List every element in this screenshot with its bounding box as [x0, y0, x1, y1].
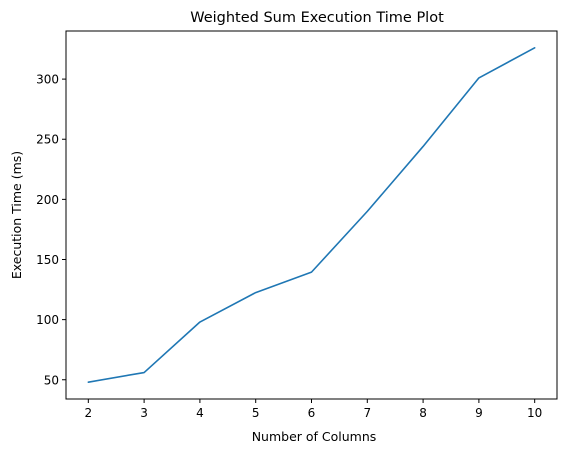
- y-tick-label: 150: [36, 253, 59, 267]
- x-tick-label: 4: [196, 406, 204, 420]
- y-axis-label: Execution Time (ms): [9, 151, 24, 279]
- y-tick-label: 250: [36, 133, 59, 147]
- series-line-0: [87, 47, 536, 383]
- plot-frame: [65, 30, 558, 400]
- plot-area: 2 3 4 5 6 7 8 9 10 50 100 150 200 250 300: [36, 30, 558, 420]
- x-tick-label: 2: [84, 406, 92, 420]
- x-tick-label: 9: [475, 406, 483, 420]
- y-tick-label: 200: [36, 193, 59, 207]
- x-tick-label: 7: [363, 406, 371, 420]
- x-tick-label: 10: [527, 406, 542, 420]
- chart-title: Weighted Sum Execution Time Plot: [190, 10, 444, 26]
- x-tick-label: 5: [252, 406, 260, 420]
- y-tick-label: 50: [44, 373, 59, 387]
- y-tick-label: 300: [36, 73, 59, 87]
- x-tick-label: 8: [419, 406, 427, 420]
- x-tick-label: 6: [308, 406, 316, 420]
- x-tick-label: 3: [140, 406, 148, 420]
- y-tick-label: 100: [36, 313, 59, 327]
- x-axis-label: Number of Columns: [252, 429, 377, 444]
